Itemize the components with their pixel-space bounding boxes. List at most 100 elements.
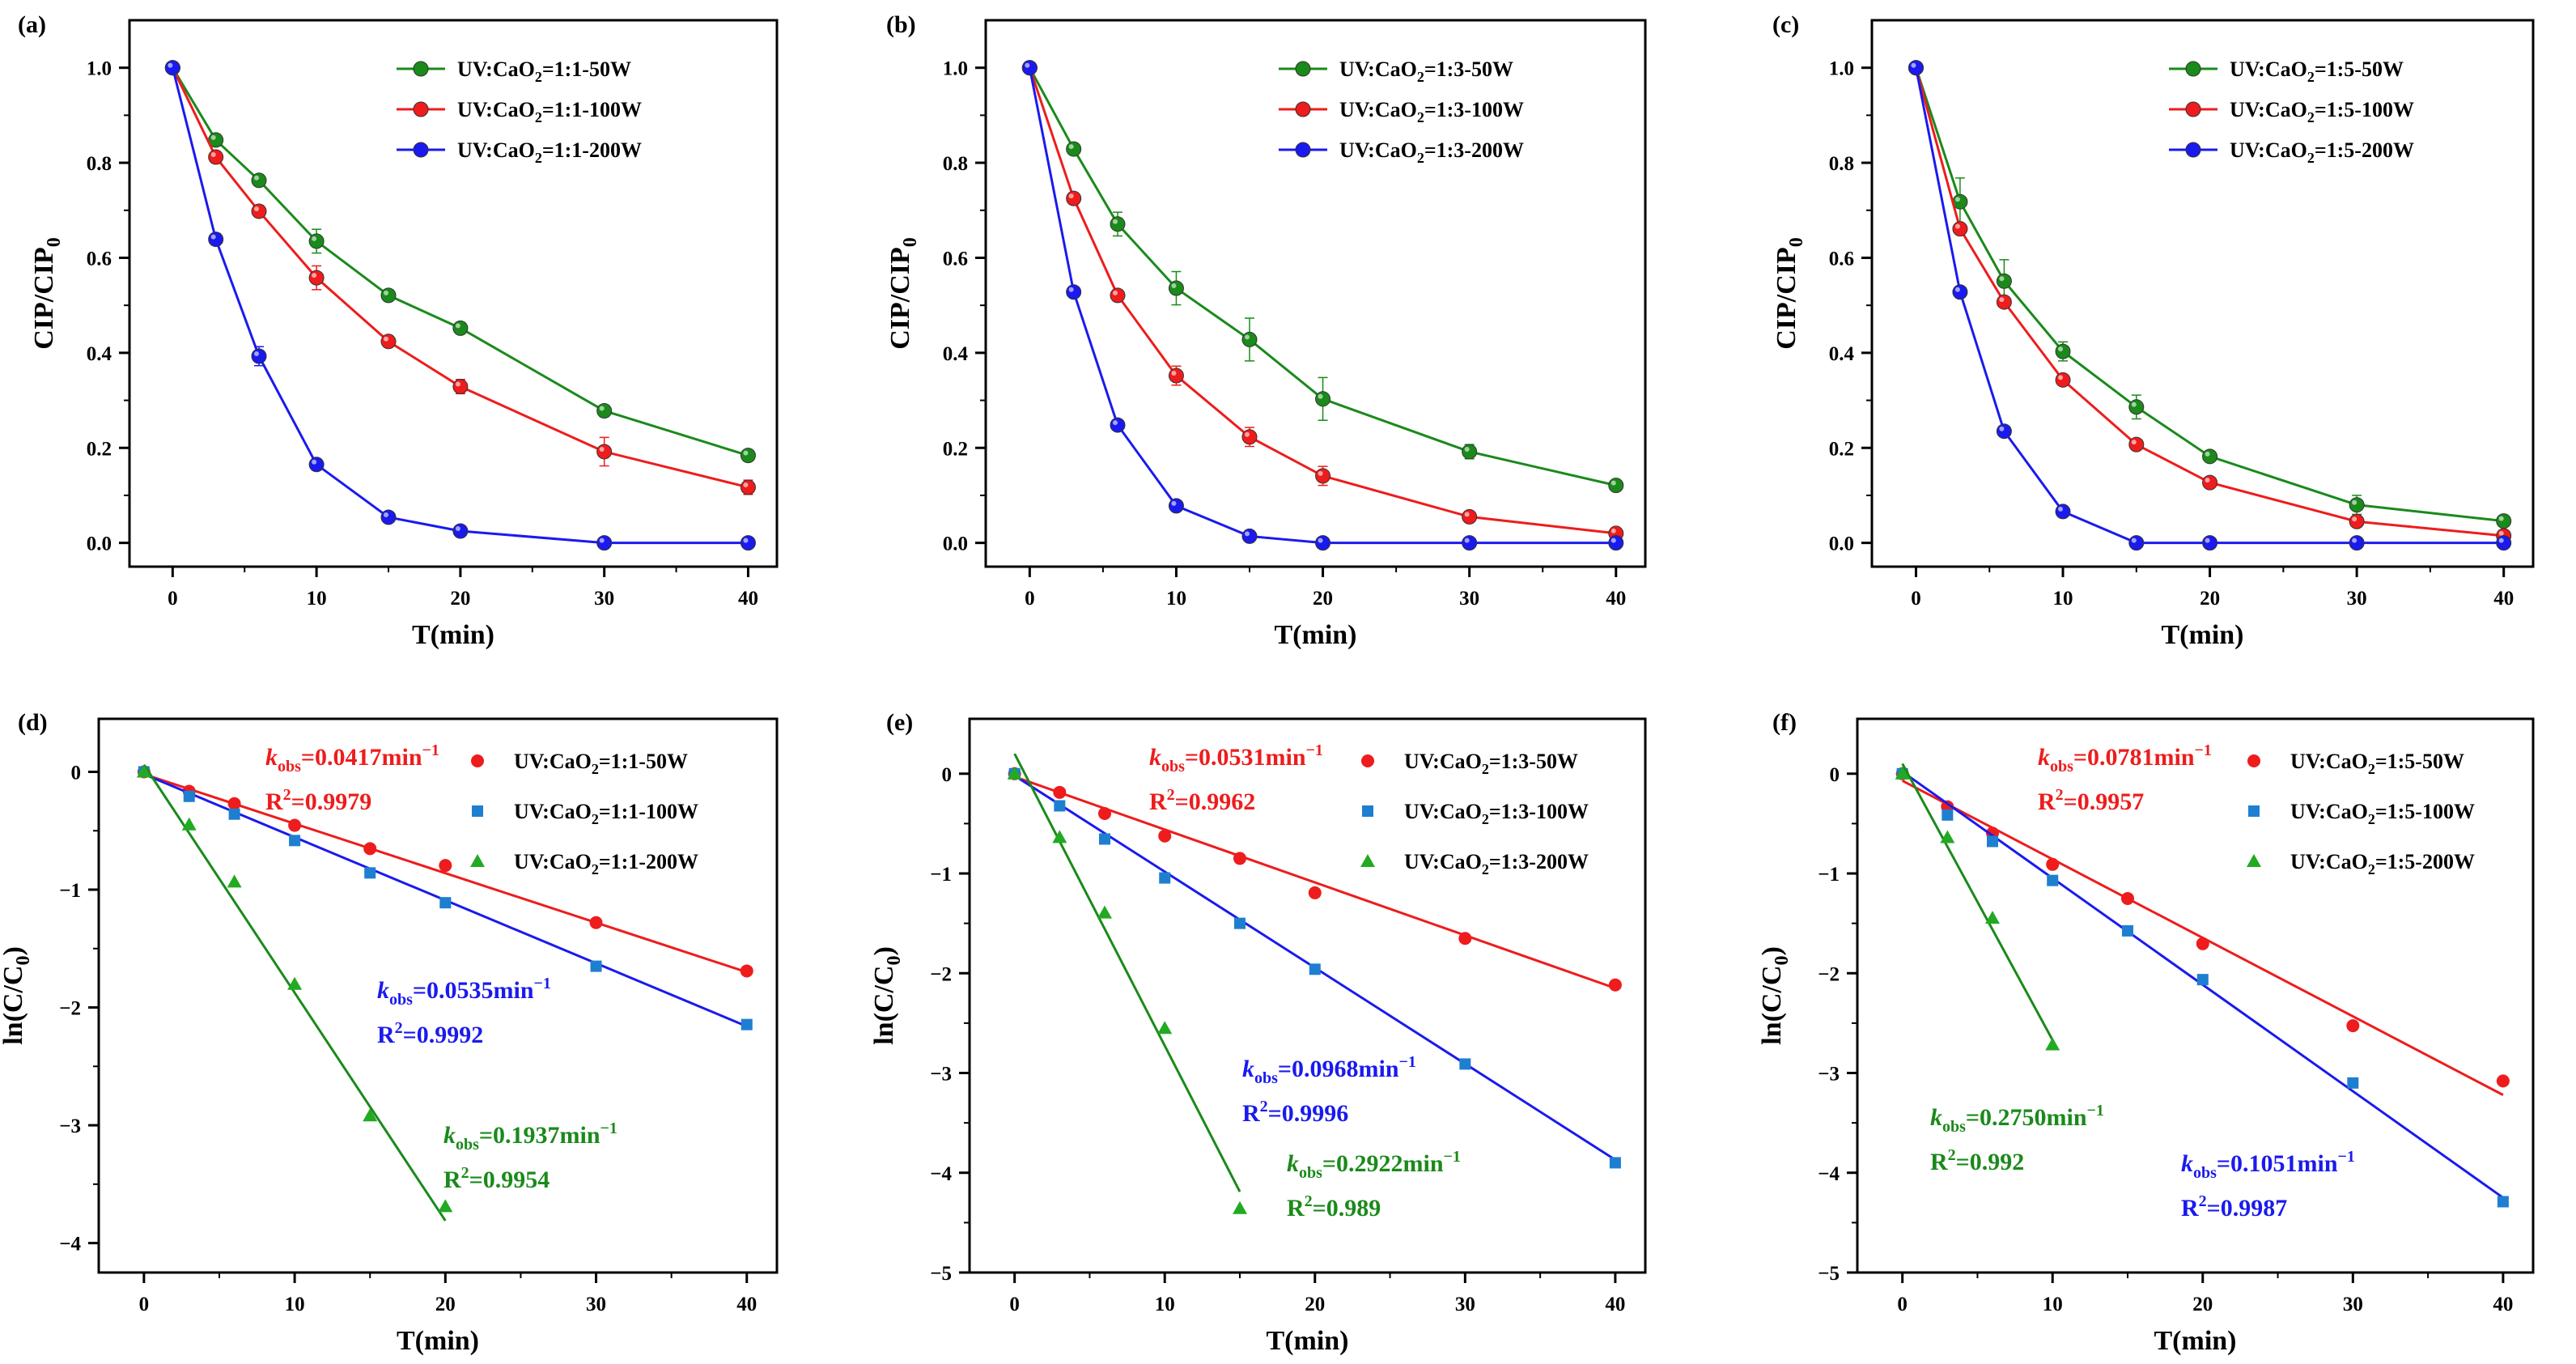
- y-tick-label: −2: [930, 963, 952, 985]
- data-point: [1608, 478, 1624, 494]
- data-point: [1996, 273, 2012, 289]
- y-tick-label: −5: [1818, 1263, 1840, 1285]
- x-tick-label: 0: [139, 1294, 150, 1315]
- data-point: [251, 172, 267, 189]
- data-point-highlight: [254, 206, 259, 211]
- fit-annotation-2: kobs=0.1051min−1 R2=0.9987: [2181, 1148, 2355, 1222]
- data-point-highlight: [2131, 402, 2137, 407]
- legend-item-1: UV:CaO2=1:3-50W: [1279, 57, 1513, 85]
- data-point-highlight: [1954, 197, 1960, 202]
- data-point: [1462, 444, 1478, 460]
- y-axis-label-sub: 0: [13, 956, 34, 966]
- x-tick-label: 20: [2200, 588, 2220, 610]
- y-tick-label: 0.4: [1829, 343, 1855, 365]
- data-point: [1168, 280, 1184, 296]
- y-tick-label: 0.0: [1829, 533, 1854, 555]
- y-tick-label: 1.0: [1829, 58, 1854, 80]
- data-point-highlight: [2205, 478, 2210, 483]
- data-point: [596, 402, 613, 419]
- data-point: [1241, 331, 1258, 347]
- x-tick-label: 10: [2043, 1294, 2063, 1315]
- fit-annotation-1: kobs=0.0531min−1 R2=0.9962: [1149, 741, 1323, 815]
- legend-label: UV:CaO2=1:5-100W: [2290, 800, 2475, 827]
- data-point-highlight: [210, 134, 216, 140]
- data-point-highlight: [455, 381, 460, 387]
- y-tick-label: −1: [930, 864, 952, 886]
- legend: UV:CaO2=1:3-50W UV:CaO2=1:3-100W UV:CaO2=1…: [1360, 750, 1589, 877]
- legend-marker: [1362, 805, 1373, 817]
- y-tick-label: 0.2: [87, 438, 112, 460]
- data-point-highlight: [743, 450, 749, 456]
- data-point-highlight: [1245, 431, 1250, 437]
- data-point: [363, 842, 377, 856]
- data-point-highlight: [312, 459, 317, 465]
- data-point-highlight: [384, 336, 388, 342]
- data-point: [1168, 368, 1184, 384]
- data-point: [1315, 391, 1331, 407]
- x-tick-label: 40: [1605, 1294, 1625, 1315]
- data-point-highlight: [2058, 346, 2064, 352]
- y-tick-label: 0: [71, 762, 82, 784]
- data-point-highlight: [2498, 530, 2504, 536]
- x-tick-label: 40: [2493, 1294, 2513, 1315]
- data-point: [740, 535, 756, 551]
- series-line: [1029, 66, 1617, 487]
- data-point-highlight: [1911, 62, 1916, 68]
- x-axis-label: T(min): [397, 1326, 479, 1356]
- legend-label: UV:CaO2=1:3-100W: [1404, 800, 1589, 827]
- data-point-highlight: [1171, 371, 1177, 376]
- data-point: [596, 535, 613, 551]
- data-point-highlight: [455, 323, 460, 329]
- data-point-highlight: [2205, 451, 2210, 457]
- x-axis-label: T(min): [1275, 620, 1357, 650]
- data-point: [1608, 535, 1624, 551]
- rate-constant: kobs=0.1051min−1: [2181, 1148, 2355, 1182]
- legend-label: UV:CaO2=1:3-100W: [1339, 98, 1524, 125]
- rate-constant: kobs=0.0531min−1: [1149, 741, 1323, 775]
- data-point: [740, 448, 756, 464]
- data-point: [2496, 535, 2512, 551]
- legend: UV:CaO2=1:1-50W UV:CaO2=1:1-100W UV:CaO2=1…: [470, 750, 698, 877]
- data-point: [2055, 343, 2071, 359]
- data-point: [1233, 852, 1246, 865]
- plot-frame: [1870, 19, 2535, 568]
- y-tick-label: 0.8: [1829, 153, 1854, 175]
- series-2: [164, 60, 756, 495]
- x-tick-label: 30: [586, 1294, 606, 1315]
- panel-label: (f): [1772, 709, 1797, 736]
- x-tick-label: 0: [1911, 588, 1921, 610]
- data-point: [251, 203, 267, 219]
- fit-annotation-3: kobs=0.2922min−1 R2=0.989: [1287, 1148, 1461, 1222]
- x-axis-label: T(min): [2162, 620, 2244, 650]
- x-tick-label: 20: [1305, 1294, 1325, 1315]
- plot-frame: [984, 19, 1647, 568]
- y-tick-label: −4: [59, 1234, 81, 1256]
- y-axis-label-post: ): [0, 946, 28, 955]
- legend-label: UV:CaO2=1:1-200W: [514, 850, 698, 877]
- x-tick-label: 0: [1009, 1294, 1020, 1315]
- data-point: [2196, 974, 2209, 986]
- series-2: [1908, 60, 2512, 544]
- data-point-highlight: [1318, 470, 1323, 476]
- series-2: [1896, 767, 2509, 1208]
- series-line: [1914, 67, 2504, 545]
- data-point: [1458, 932, 1472, 945]
- data-point: [181, 817, 197, 831]
- data-point-highlight: [1113, 290, 1118, 295]
- data-point: [2202, 448, 2218, 465]
- data-point: [208, 232, 224, 248]
- data-point-highlight: [2058, 375, 2064, 380]
- x-tick-label: 10: [285, 1294, 305, 1315]
- data-point: [2055, 372, 2071, 388]
- y-tick-label: 0.6: [1829, 248, 1854, 270]
- fit-line: [1013, 753, 1241, 1192]
- y-tick-label: 0.6: [943, 248, 968, 270]
- series-3: [1007, 753, 1247, 1214]
- series-line: [171, 67, 749, 489]
- y-axis-label-main: CIP/CIP: [29, 247, 59, 350]
- x-tick-label: 20: [450, 588, 470, 610]
- x-tick-label: 10: [1155, 1294, 1175, 1315]
- series-line: [1915, 67, 2504, 538]
- fit-annotation-2: kobs=0.0535min−1 R2=0.9992: [377, 975, 551, 1048]
- data-point-highlight: [1954, 223, 1960, 229]
